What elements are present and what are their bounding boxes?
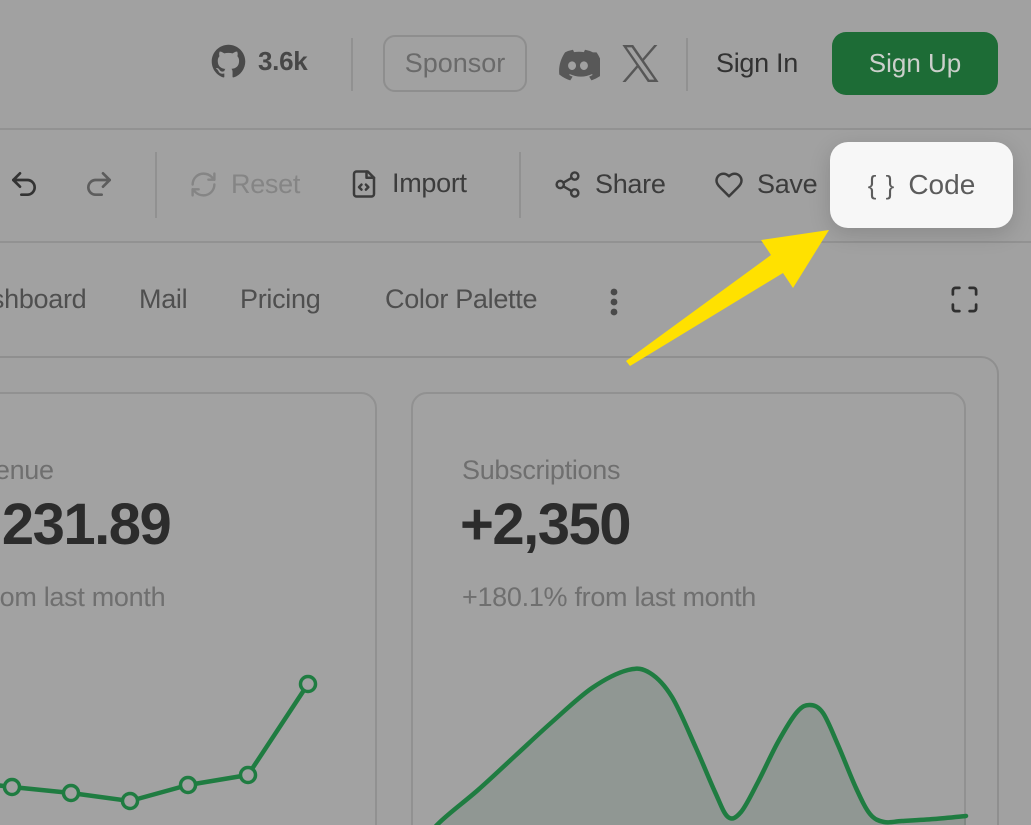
tab-pricing[interactable]: Pricing — [240, 284, 321, 314]
stars-count: 3.6k — [258, 46, 308, 76]
preview-tabs: Dashboard Mail Pricing Color Palette — [0, 241, 1031, 357]
redo-icon[interactable] — [83, 168, 115, 200]
import-button[interactable]: Import — [349, 168, 467, 199]
fullscreen-icon[interactable] — [949, 284, 980, 315]
braces-icon: { } — [867, 169, 896, 200]
refresh-icon — [189, 170, 218, 199]
card-value: $45,231.89 — [0, 492, 172, 557]
heart-icon — [714, 170, 744, 200]
discord-icon[interactable] — [556, 48, 600, 84]
sign-in-link[interactable]: Sign In — [716, 48, 798, 78]
more-tabs-kebab-icon[interactable] — [604, 285, 624, 321]
dashboard-preview-panel — [0, 356, 999, 825]
card-change: +180.1% from last month — [462, 582, 757, 612]
x-twitter-icon[interactable] — [622, 45, 659, 82]
card-title: Total Revenue — [0, 455, 54, 485]
share-icon — [553, 170, 582, 199]
github-stars[interactable]: 3.6k — [211, 44, 308, 79]
tab-color-palette[interactable]: Color Palette — [385, 284, 538, 314]
toolbar-divider — [155, 152, 157, 218]
card-value: +2,350 — [460, 492, 632, 557]
save-button[interactable]: Save — [714, 169, 818, 200]
total-revenue-card: Total Revenue $45,231.89 +20.1% from las… — [0, 392, 377, 825]
toolbar-divider — [519, 152, 521, 218]
file-code-icon — [349, 169, 379, 199]
github-icon — [211, 44, 246, 79]
tab-mail[interactable]: Mail — [139, 284, 188, 314]
editor-toolbar: Reset Import Share Save { } Code — [0, 128, 1031, 243]
code-button[interactable]: { } Code — [830, 142, 1013, 228]
header-divider — [686, 38, 688, 91]
site-header: 3.6k Sponsor Sign In Sign Up — [0, 0, 1031, 130]
subscriptions-card: Subscriptions +2,350 +180.1% from last m… — [411, 392, 966, 825]
undo-icon[interactable] — [8, 168, 40, 200]
card-title: Subscriptions — [462, 455, 621, 485]
card-change: +20.1% from last month — [0, 582, 166, 612]
reset-button[interactable]: Reset — [189, 169, 300, 200]
sign-up-button[interactable]: Sign Up — [832, 32, 998, 95]
share-button[interactable]: Share — [553, 169, 666, 200]
tab-dashboard[interactable]: Dashboard — [0, 284, 87, 314]
header-divider — [351, 38, 353, 91]
sponsor-button[interactable]: Sponsor — [383, 35, 527, 92]
